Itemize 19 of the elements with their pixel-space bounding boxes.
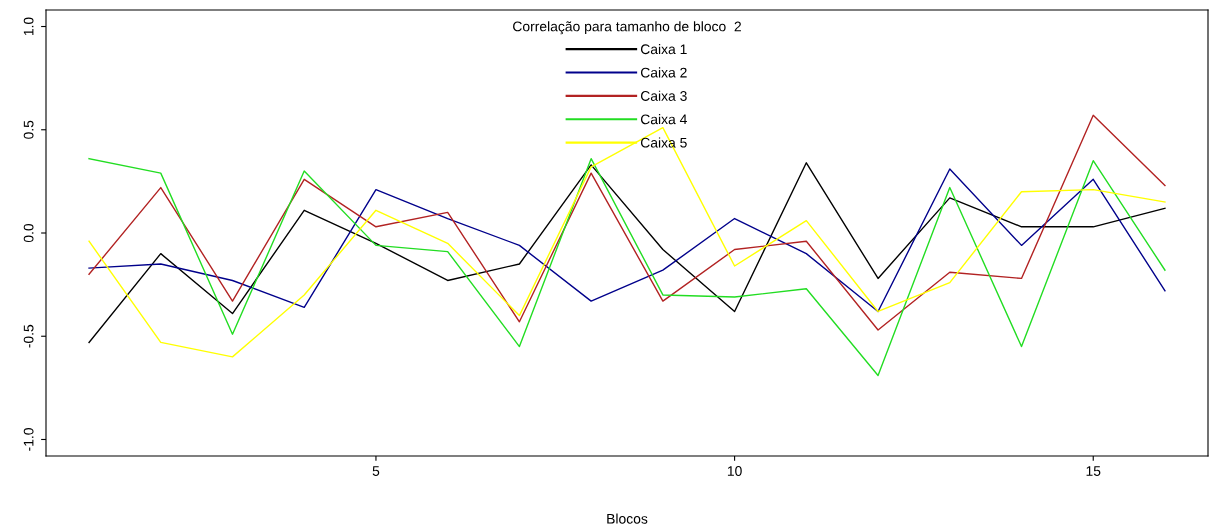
line-series	[88, 114, 1166, 331]
x-tick-label: 10	[727, 466, 742, 476]
x-tick-label: 15	[1086, 466, 1101, 476]
line-series	[88, 126, 1166, 358]
line-series	[88, 162, 1166, 344]
x-axis-title: Blocos	[607, 513, 648, 524]
y-tick-label: 0.0	[23, 223, 34, 243]
legend-label: Caixa 4	[640, 114, 687, 125]
x-tick-label: 5	[372, 466, 380, 476]
line-series	[88, 168, 1166, 313]
legend-title: Correlação para tamanho de bloco 2	[513, 21, 741, 35]
y-tick-label: 1.0	[23, 17, 34, 36]
legend-label: Caixa 3	[640, 90, 687, 101]
legend-label: Caixa 1	[640, 43, 687, 55]
legend-label: Caixa 2	[640, 67, 687, 78]
y-tick-label: -1.0	[23, 428, 34, 451]
line-series	[88, 157, 1166, 377]
y-tick-label: 0.5	[23, 120, 34, 139]
y-tick-label: -0.5	[23, 324, 34, 348]
